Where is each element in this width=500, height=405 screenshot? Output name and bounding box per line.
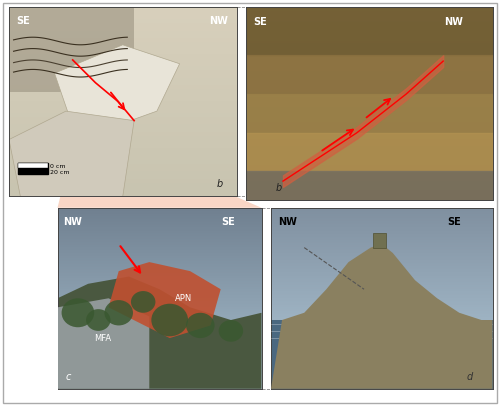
Circle shape [186,313,214,338]
Circle shape [131,291,156,313]
Text: NW: NW [209,16,228,26]
Text: MFA: MFA [94,334,111,343]
Circle shape [104,300,133,326]
Text: 0 cm: 0 cm [50,164,66,169]
Text: NW: NW [278,217,296,227]
Polygon shape [58,128,262,208]
Circle shape [86,309,110,331]
Circle shape [218,320,243,342]
Text: NW: NW [64,217,82,227]
Text: b: b [216,179,223,189]
Polygon shape [271,244,492,389]
Text: SE: SE [254,17,267,27]
Polygon shape [58,277,262,389]
Circle shape [152,304,188,336]
Bar [18,163,48,168]
Bar [9,7,134,92]
Text: APN: APN [176,294,192,303]
Polygon shape [58,298,150,389]
Text: NW: NW [444,17,463,27]
Text: SE: SE [448,217,462,227]
Text: b: b [276,183,282,193]
Circle shape [62,298,94,327]
Text: SE: SE [221,217,235,227]
Text: c: c [66,371,71,382]
Text: 20 cm: 20 cm [50,170,70,175]
Text: Normal fault
plane: Normal fault plane [110,115,166,136]
Bar [373,233,386,247]
Polygon shape [108,262,220,338]
Text: SE: SE [16,16,30,26]
Bar [18,163,48,174]
Text: d: d [466,371,472,382]
Polygon shape [9,111,134,196]
Bar [271,320,492,389]
Polygon shape [54,45,180,140]
